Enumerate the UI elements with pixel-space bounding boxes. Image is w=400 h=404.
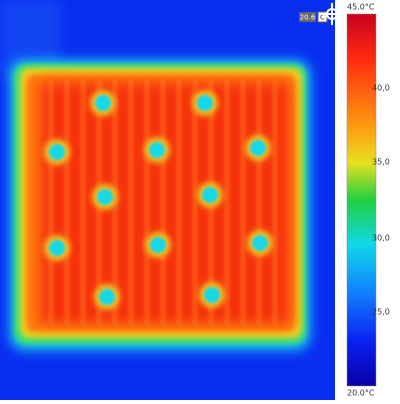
colorbar-tick: 40,0 [372, 84, 390, 93]
colorbar-tick: 35,0 [372, 158, 390, 167]
spot-value: 20.6 [300, 14, 316, 22]
spot-value-box [299, 12, 316, 22]
colorbar-tick: 25,0 [372, 308, 390, 317]
colorbar: 45.0°C 40,0 35,0 30,0 25,0 20.0°C [346, 3, 390, 398]
spot-unit: C [320, 14, 325, 22]
cool-spots [44, 90, 273, 310]
colorbar-max: 45.0°C [347, 3, 375, 12]
crosshair [321, 3, 343, 25]
thermal-image [0, 0, 335, 400]
colorbar-tick: 30,0 [372, 234, 390, 243]
colorbar-gradient [346, 13, 377, 387]
spot-meter: 20.6 C [299, 3, 343, 25]
colorbar-min: 20.0°C [347, 389, 375, 398]
